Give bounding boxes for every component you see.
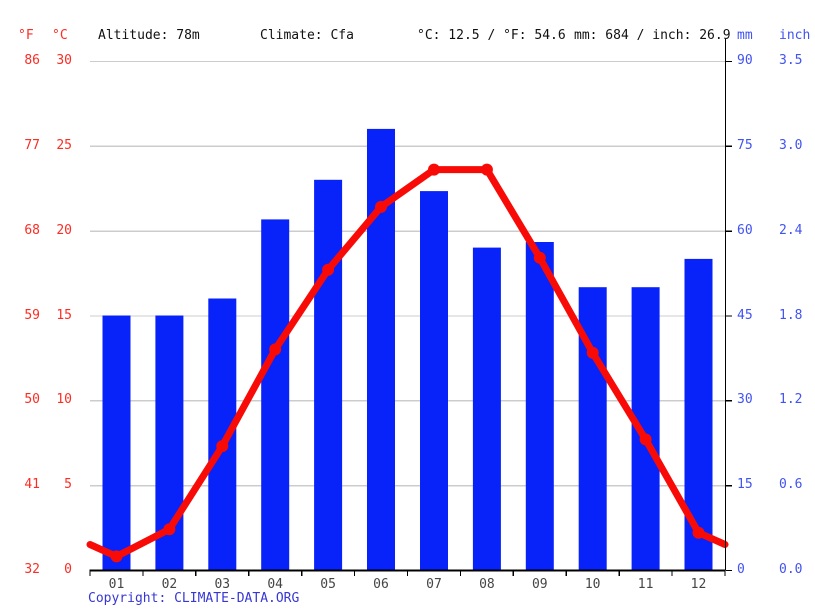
temperature-point-08 [480,163,493,176]
inch-tick-label: 2.4 [779,222,803,238]
inch-tick-label: 3.0 [779,137,803,153]
temperature-point-07 [428,163,440,176]
c-axis-header: °C [52,28,68,43]
f-tick-label: 77 [24,137,40,153]
precip-bar-06 [367,128,395,570]
mm-tick-label: 30 [737,392,753,408]
precipitation-summary: mm: 684 / inch: 26.9 [574,28,731,43]
precip-bar-09 [525,242,554,570]
c-tick-label: 5 [64,477,72,493]
f-axis-header: °F [18,28,34,43]
month-label-11: 11 [637,577,654,592]
precipitation-bars [102,128,713,571]
month-label-04: 04 [267,577,284,592]
temperature-point-02 [163,523,176,536]
mm-tick-label: 60 [737,222,753,238]
precip-bar-08 [472,247,501,570]
temperature-line [86,163,729,563]
copyright-prefix: Copyright: [88,591,167,606]
temperature-point-09 [533,251,546,264]
temperature-point-05 [322,263,335,276]
mm-tick-label: 45 [737,307,753,323]
inch-axis-header: inch [779,28,811,43]
month-label-07: 07 [426,577,442,592]
month-label-01: 01 [108,577,125,592]
copyright: Copyright: CLIMATE-DATA.ORG [88,591,299,606]
temperature-point-12 [692,526,705,539]
inch-tick-label: 1.2 [779,392,803,408]
temperature-point-01 [110,550,123,563]
c-tick-label: 0 [64,562,72,577]
f-tick-label: 50 [24,392,40,408]
f-tick-label: 41 [24,477,40,493]
temperature-point-03 [216,440,229,453]
axes-and-ticks [89,39,732,576]
c-tick-label: 10 [56,392,72,408]
precip-bar-05 [314,179,343,571]
month-label-09: 09 [531,577,548,592]
c-tick-label: 15 [56,307,72,323]
month-label-10: 10 [584,577,601,592]
precip-bar-07 [420,191,448,570]
f-tick-label: 59 [24,307,40,323]
precip-bar-01 [102,315,131,570]
month-label-06: 06 [373,577,389,592]
month-label-12: 12 [690,577,707,592]
climate-label: Climate: Cfa [260,28,354,43]
f-tick-label: 68 [24,222,40,238]
mm-tick-label: 75 [737,137,753,153]
temperature-point-11 [639,433,652,446]
c-tick-label: 20 [56,222,72,238]
inch-tick-label: 3.5 [779,53,803,68]
temperature-summary: °C: 12.5 / °F: 54.6 [417,28,566,43]
month-label-02: 02 [161,577,178,592]
mm-axis-header: mm [737,28,753,43]
c-tick-label: 25 [56,137,72,153]
month-label-05: 05 [320,577,336,592]
mm-tick-label: 90 [737,53,753,68]
month-label-03: 03 [214,577,231,592]
mm-tick-label: 0 [737,562,745,577]
precip-bar-04 [261,219,290,570]
gridlines [90,60,725,487]
temperature-point-10 [586,346,599,359]
f-tick-label: 32 [24,562,40,577]
altitude-label: Altitude: 78m [98,28,200,43]
temperature-point-06 [375,200,387,213]
copyright-link[interactable]: CLIMATE-DATA.ORG [174,591,300,606]
mm-tick-label: 15 [737,477,753,493]
inch-tick-label: 0.6 [779,477,803,493]
c-tick-label: 30 [56,53,72,68]
inch-tick-label: 0.0 [779,562,803,577]
temperature-point-04 [269,343,282,356]
month-label-08: 08 [479,577,495,592]
precip-bar-12 [684,258,713,570]
inch-tick-label: 1.8 [779,307,803,323]
temperature-polyline [86,166,729,560]
f-tick-label: 86 [24,53,40,68]
